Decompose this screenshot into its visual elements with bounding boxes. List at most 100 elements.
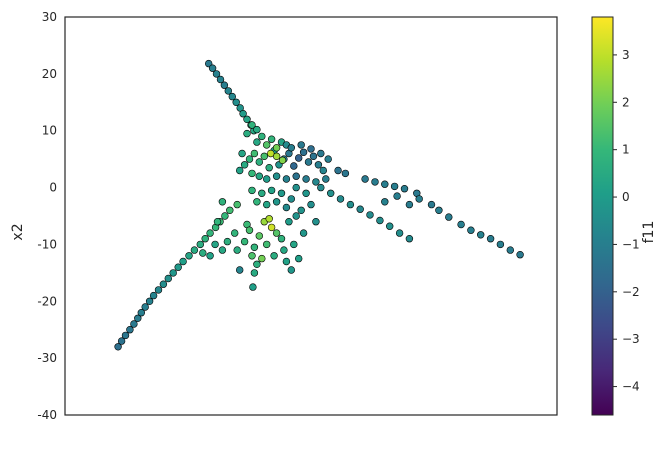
scatter-point xyxy=(297,206,305,215)
scatter-point xyxy=(239,109,247,118)
scatter-point xyxy=(435,206,443,215)
scatter-point xyxy=(282,203,291,212)
scatter-point xyxy=(236,166,244,175)
y-tick-label: -10 xyxy=(37,237,57,251)
scatter-point xyxy=(272,172,281,180)
scatter-point xyxy=(285,218,293,226)
scatter-point xyxy=(253,198,261,206)
scatter-point xyxy=(206,229,214,237)
scatter-point xyxy=(236,104,244,112)
scatter-point xyxy=(282,175,291,183)
y-tick-label: -30 xyxy=(37,351,57,365)
scatter-point xyxy=(243,115,251,124)
scatter-point xyxy=(405,235,414,243)
scatter-point xyxy=(164,274,173,283)
scatter-point xyxy=(346,200,355,209)
scatter-point xyxy=(233,200,241,209)
scatter-point xyxy=(277,235,286,243)
y-axis-ticks: -40 -30 -20 -10 0 10 20 30 xyxy=(37,10,57,422)
scatter-point xyxy=(224,87,233,95)
scatter-point xyxy=(231,229,239,237)
scatter-point xyxy=(179,257,187,266)
scatter-point xyxy=(263,175,271,183)
scatter-point xyxy=(248,169,256,178)
scatter-point xyxy=(307,200,315,209)
colorbar-tick-label: −4 xyxy=(622,380,640,394)
colorbar-tick-label: 3 xyxy=(622,48,630,62)
scatter-point xyxy=(213,218,222,226)
colorbar-ticks: −4 −3 −2 −1 0 1 2 3 xyxy=(613,48,640,394)
scatter-point xyxy=(381,198,389,206)
scatter-point xyxy=(287,266,295,274)
scatter-point xyxy=(390,182,399,191)
scatter-point xyxy=(336,195,345,203)
scatter-point xyxy=(248,186,256,195)
scatter-point xyxy=(319,166,327,175)
scatter-point xyxy=(196,240,205,249)
scatter-point xyxy=(277,189,286,198)
scatter-point xyxy=(496,240,505,249)
scatter-point xyxy=(255,232,263,240)
scatter-point xyxy=(199,249,207,257)
scatter-point xyxy=(226,206,234,215)
scatter-point xyxy=(253,125,261,134)
scatter-point xyxy=(393,192,401,200)
scatter-point xyxy=(267,149,275,158)
scatter-point xyxy=(216,75,225,84)
scatter-point xyxy=(258,254,266,263)
colorbar-tick-label: 1 xyxy=(622,143,630,157)
scatter-point xyxy=(211,240,219,249)
y-tick-label: 20 xyxy=(42,67,57,81)
scatter-point xyxy=(506,246,514,254)
scatter-point xyxy=(236,266,244,274)
scatter-point xyxy=(290,162,298,170)
scatter-point xyxy=(457,220,465,229)
scatter-point xyxy=(295,254,303,263)
scatter-point xyxy=(201,235,209,243)
scatter-point xyxy=(267,135,276,143)
plot-area xyxy=(65,17,557,415)
scatter-point xyxy=(405,200,414,209)
y-tick-label: 0 xyxy=(49,181,57,195)
y-tick-label: -20 xyxy=(37,294,57,308)
scatter-point xyxy=(212,70,221,78)
scatter-point xyxy=(137,309,146,317)
y-axis-title: x2 xyxy=(10,223,26,240)
scatter-point xyxy=(218,198,227,206)
scatter-point xyxy=(292,183,300,192)
scatter-point xyxy=(267,223,276,232)
scatter-point xyxy=(272,152,281,161)
scatter-point xyxy=(307,145,315,153)
scatter-point xyxy=(341,169,350,178)
scatter-point xyxy=(159,280,168,288)
y-tick-label: 10 xyxy=(42,124,57,138)
colorbar-tick-label: −2 xyxy=(622,285,640,299)
scatter-point xyxy=(395,229,404,237)
colorbar-tick-label: −3 xyxy=(622,332,640,346)
scatter-point xyxy=(297,141,305,149)
scatter-point xyxy=(415,195,423,203)
scatter-point xyxy=(361,175,369,183)
scatter-point xyxy=(145,297,154,305)
scatter-point xyxy=(309,152,318,161)
y-tick-label: -40 xyxy=(37,408,57,422)
scatter-point xyxy=(292,172,300,180)
scatter-point xyxy=(245,226,254,234)
scatter-point xyxy=(356,205,364,213)
scatter-point xyxy=(302,189,310,198)
scatter-point xyxy=(278,156,287,165)
scatter-point xyxy=(141,303,149,311)
scatter-point xyxy=(334,166,342,175)
colorbar xyxy=(591,16,614,416)
scatter-point xyxy=(381,180,389,188)
scatter-point xyxy=(317,183,325,192)
scatter-point xyxy=(400,185,409,193)
scatter-point xyxy=(253,138,261,146)
scatter-point xyxy=(114,343,122,351)
scatter-point xyxy=(516,251,524,259)
scatter-point xyxy=(221,212,229,220)
scatter-point xyxy=(427,200,436,209)
scatter-point xyxy=(250,149,259,158)
scatter-point xyxy=(324,155,332,163)
scatter-point xyxy=(327,189,335,198)
